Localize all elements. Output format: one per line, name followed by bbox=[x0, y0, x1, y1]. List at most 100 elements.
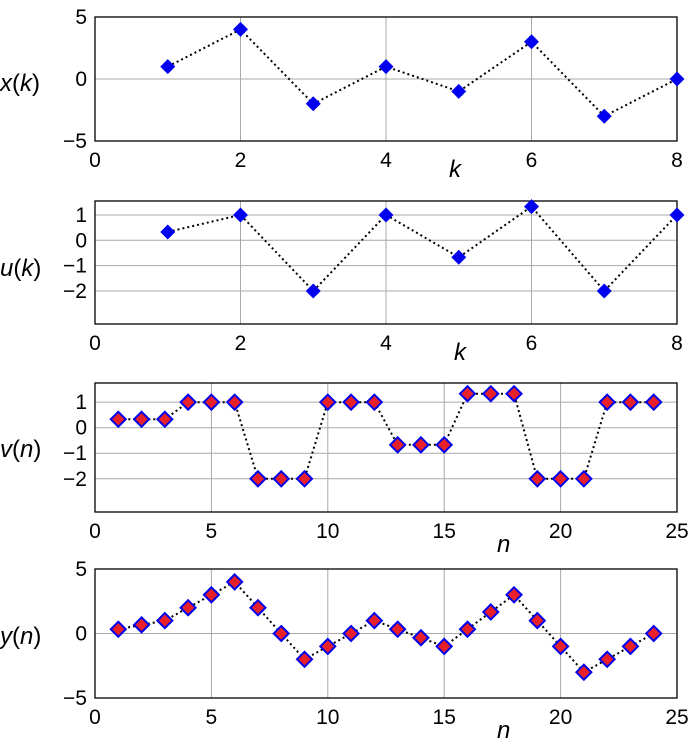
panel-x-xlabel: k bbox=[449, 156, 463, 183]
panel-u-point-6 bbox=[524, 199, 539, 215]
panel-v-point-6 bbox=[225, 393, 244, 412]
panel-y-xtick-4: 20 bbox=[549, 706, 572, 729]
panel-u-point-8 bbox=[669, 207, 685, 223]
panel-v-point-14 bbox=[412, 435, 430, 454]
panel-y-point-17 bbox=[481, 603, 500, 621]
panel-y-point-14 bbox=[412, 628, 430, 647]
panel-v-ytick-3: 1 bbox=[75, 391, 87, 414]
panel-v-point-13 bbox=[388, 435, 407, 454]
panel-y-point-23 bbox=[621, 637, 640, 656]
panel-v-series-line bbox=[118, 392, 654, 480]
panel-v-point-22 bbox=[598, 393, 617, 412]
panel-u-point-2 bbox=[233, 207, 248, 223]
panel-y-point-1 bbox=[109, 620, 128, 639]
panel-v-point-9 bbox=[295, 469, 314, 488]
panel-x-ylabel: x(k) bbox=[0, 70, 40, 97]
panel-y-point-4 bbox=[179, 598, 198, 617]
panel-v-point-21 bbox=[574, 469, 593, 488]
panel-x-xtick-4: 8 bbox=[671, 149, 683, 172]
panel-y-xtick-2: 10 bbox=[316, 706, 339, 729]
panel-u-axes-box bbox=[94, 200, 678, 325]
panel-u-point-1 bbox=[160, 224, 176, 240]
panel-y-point-3 bbox=[155, 611, 174, 630]
panel-v-axes-box bbox=[94, 382, 678, 513]
panel-y-point-18 bbox=[505, 585, 523, 604]
panel-v-point-7 bbox=[249, 469, 267, 488]
panel-x-xtick-2: 4 bbox=[380, 149, 392, 172]
panel-y-series-line bbox=[118, 580, 655, 674]
panel-v-point-1 bbox=[109, 410, 128, 429]
panel-v-point-19 bbox=[528, 469, 547, 488]
panel-x-point-4 bbox=[378, 59, 394, 75]
panel-x-point-5 bbox=[451, 83, 467, 99]
panel-x-point-1 bbox=[160, 59, 176, 75]
panel-y-point-10 bbox=[318, 637, 337, 656]
panel-v-point-18 bbox=[505, 384, 523, 403]
panel-y-xlabel: n bbox=[497, 717, 510, 744]
panel-y-point-24 bbox=[644, 624, 663, 643]
panel-x-ytick-1: 0 bbox=[75, 68, 87, 91]
panel-y-ytick-2: 5 bbox=[75, 558, 87, 581]
panel-v-point-8 bbox=[272, 469, 291, 488]
panel-y-xtick-1: 5 bbox=[206, 706, 218, 729]
panel-u-xlabel: k bbox=[454, 339, 468, 366]
panel-u-ylabel: u(k) bbox=[0, 255, 41, 282]
panel-u-point-7 bbox=[596, 283, 612, 299]
panel-u-point-5 bbox=[451, 249, 467, 265]
panel-v-point-23 bbox=[621, 393, 640, 412]
panel-y-point-8 bbox=[272, 624, 291, 643]
panel-v-xtick-1: 5 bbox=[206, 520, 218, 543]
panel-v-ylabel: v(n) bbox=[0, 436, 41, 463]
panel-u-point-3 bbox=[305, 283, 321, 299]
panel-x-xtick-0: 0 bbox=[89, 149, 101, 172]
panel-x-point-8 bbox=[669, 71, 685, 87]
panel-y-point-11 bbox=[342, 624, 360, 643]
panel-u-ytick-3: 1 bbox=[75, 204, 87, 227]
panel-v-point-2 bbox=[132, 410, 151, 429]
panel-v-point-12 bbox=[365, 393, 384, 412]
panel-x-ytick-0: −5 bbox=[63, 130, 87, 153]
panel-v-point-24 bbox=[644, 393, 663, 412]
panel-y-point-2 bbox=[132, 615, 151, 634]
panel-v-point-3 bbox=[155, 410, 174, 429]
panel-x-ytick-2: 5 bbox=[75, 6, 87, 29]
panel-u-series-line bbox=[167, 205, 678, 293]
panel-x-point-3 bbox=[305, 96, 321, 112]
panel-v-xtick-2: 10 bbox=[316, 520, 339, 543]
panel-u-xtick-4: 8 bbox=[671, 332, 683, 355]
panel-y-point-6 bbox=[225, 572, 244, 591]
panel-y-point-9 bbox=[295, 650, 314, 669]
panel-y-point-15 bbox=[435, 637, 454, 656]
panel-x-point-2 bbox=[233, 21, 248, 37]
panel-u-point-4 bbox=[378, 207, 394, 223]
panel-u-ytick-1: −1 bbox=[63, 255, 87, 278]
panel-v-point-11 bbox=[342, 393, 360, 412]
panel-y-point-7 bbox=[249, 598, 267, 617]
panel-y-ytick-0: −5 bbox=[63, 687, 87, 710]
panel-y-xtick-5: 25 bbox=[665, 706, 688, 729]
panel-v-xtick-4: 20 bbox=[549, 520, 572, 543]
panel-x-xtick-1: 2 bbox=[235, 149, 247, 172]
panel-y-point-12 bbox=[365, 611, 384, 630]
panel-u-xtick-3: 6 bbox=[526, 332, 538, 355]
panel-x-point-6 bbox=[524, 34, 539, 50]
panel-v-ytick-0: −2 bbox=[63, 468, 87, 491]
panel-x-point-7 bbox=[596, 108, 612, 124]
panel-v-ytick-1: −1 bbox=[63, 442, 87, 465]
panel-v-point-16 bbox=[458, 384, 477, 403]
panel-v-point-4 bbox=[179, 393, 198, 412]
panel-u-xtick-1: 2 bbox=[235, 332, 247, 355]
panel-v-point-20 bbox=[551, 469, 570, 488]
panel-y-ytick-1: 0 bbox=[75, 623, 87, 646]
panel-y-point-20 bbox=[551, 637, 570, 656]
panel-v-xlabel: n bbox=[497, 531, 510, 558]
panel-u-ytick-0: −2 bbox=[63, 280, 87, 303]
panel-y-xtick-0: 0 bbox=[89, 706, 101, 729]
panel-v-point-17 bbox=[481, 384, 500, 403]
panel-v-xtick-3: 15 bbox=[433, 520, 456, 543]
